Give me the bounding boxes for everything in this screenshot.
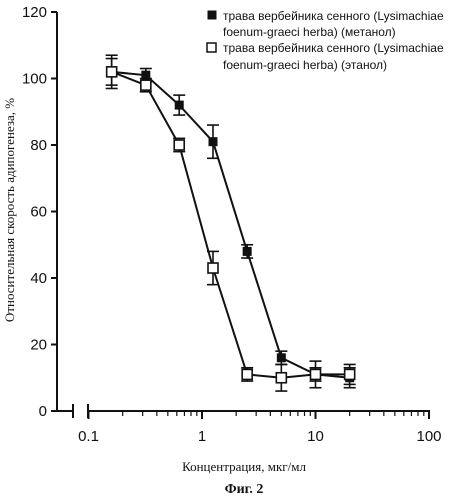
x-tick-label: 10	[307, 428, 324, 445]
data-point	[207, 262, 219, 274]
legend-entry-ethanol-line2: foenum-graeci herba) (этанол)	[223, 58, 387, 72]
legend-entry-methanol-line1: трава вербейника сенного (Lysimachiae	[223, 9, 444, 23]
series-line	[111, 70, 350, 379]
data-point	[242, 246, 252, 256]
legend-entry-ethanol-line1: трава вербейника сенного (Lysimachiae	[223, 41, 444, 55]
y-axis-title: Относительная скорость адипогенеза, %	[2, 98, 17, 322]
y-tick-label: 120	[22, 4, 47, 21]
data-point	[343, 368, 356, 381]
series-ethanol	[105, 54, 356, 392]
data-point	[174, 100, 184, 110]
series-layer	[105, 54, 356, 392]
y-tick-label: 80	[30, 137, 47, 154]
data-point	[275, 371, 288, 384]
legend-marker-open-square	[206, 42, 217, 53]
x-tick-label: 100	[416, 428, 441, 445]
legend: трава вербейника сенного (Lysimachiae fo…	[206, 9, 444, 72]
y-tick-label: 60	[30, 204, 47, 221]
data-point	[241, 368, 253, 381]
y-tick-label: 40	[30, 270, 47, 287]
y-tick-label: 100	[22, 71, 47, 88]
legend-marker-filled-square	[207, 10, 217, 20]
legend-entry-methanol-line2: foenum-graeci herba) (метанол)	[223, 25, 396, 39]
y-tick-label: 20	[30, 337, 47, 354]
y-ticks: 0 20 40 60 80 100 120	[22, 4, 57, 420]
x-tick-label: 1	[198, 428, 206, 445]
data-point	[140, 79, 152, 91]
data-point	[105, 66, 118, 78]
series-line	[111, 70, 350, 379]
x-ticks: 0.1 1 10 100	[78, 411, 442, 445]
series-methanol	[105, 57, 356, 389]
data-point	[173, 139, 186, 151]
x-axis-title: Концентрация, мкг/мл	[182, 459, 306, 474]
data-point	[276, 353, 286, 363]
data-point	[309, 368, 322, 381]
y-tick-label: 0	[39, 403, 47, 420]
data-point	[208, 137, 218, 147]
x-tick-label: 0.1	[78, 428, 99, 445]
figure-caption: Фиг. 2	[225, 482, 264, 497]
